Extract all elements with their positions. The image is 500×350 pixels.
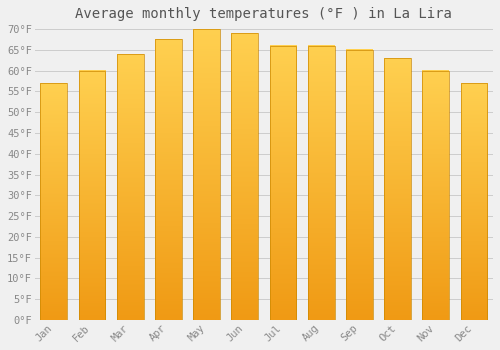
Bar [270, 46, 296, 320]
Bar [155, 40, 182, 320]
Bar [232, 33, 258, 320]
Bar [78, 71, 106, 320]
Bar [422, 71, 449, 320]
Bar [308, 46, 334, 320]
Bar [460, 83, 487, 320]
Bar [40, 83, 67, 320]
Bar [117, 54, 143, 320]
Title: Average monthly temperatures (°F ) in La Lira: Average monthly temperatures (°F ) in La… [76, 7, 452, 21]
Bar [384, 58, 411, 320]
Bar [193, 29, 220, 320]
Bar [346, 50, 372, 320]
